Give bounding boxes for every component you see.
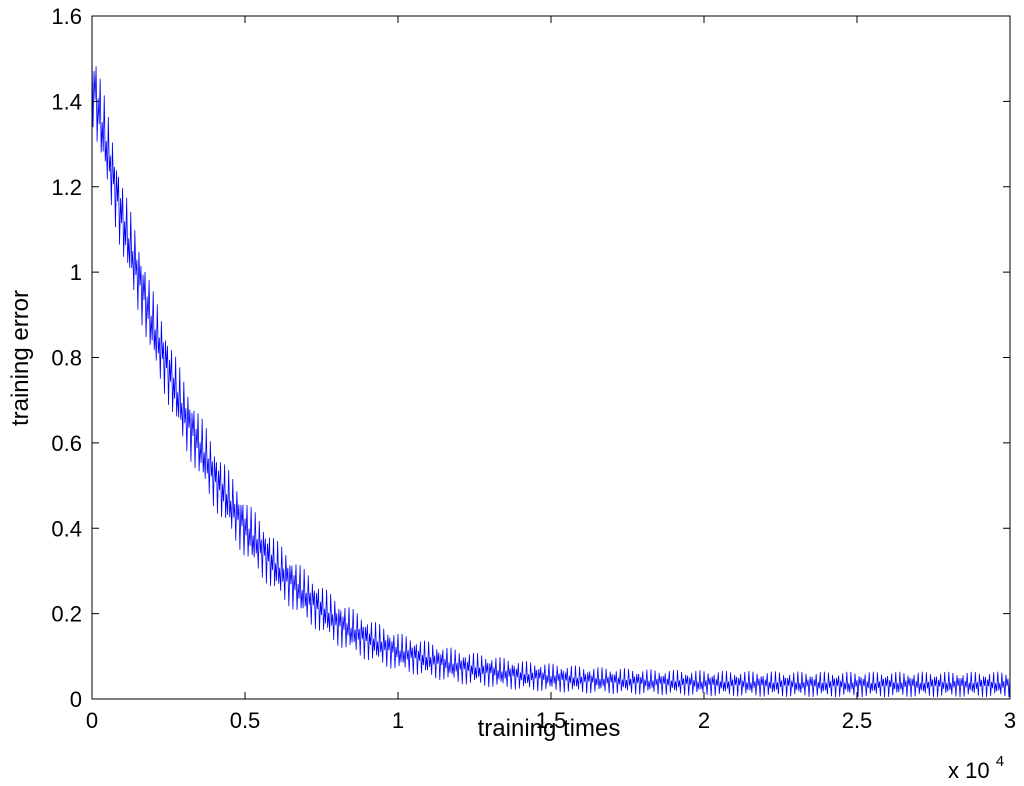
y-tick-label: 0.4 — [51, 516, 82, 541]
y-tick-label: 0.2 — [51, 602, 82, 627]
x-multiplier-exponent: 4 — [996, 753, 1004, 770]
ticks-layer — [91, 15, 1011, 700]
x-tick-label: 0 — [86, 708, 98, 733]
x-tick-label: 1 — [392, 708, 404, 733]
x-multiplier-base: x 10 — [948, 758, 990, 783]
x-tick-label: 0.5 — [230, 708, 261, 733]
y-tick-label: 1 — [70, 260, 82, 285]
x-axis-label: training times — [478, 715, 621, 742]
plot-area — [92, 16, 1010, 699]
training-error-series — [91, 56, 1011, 698]
series-layer — [91, 56, 1011, 698]
y-tick-label: 0.6 — [51, 431, 82, 456]
y-tick-label: 1.2 — [51, 175, 82, 200]
x-tick-label: 2 — [698, 708, 710, 733]
y-tick-label: 0 — [70, 687, 82, 712]
x-tick-label: 3 — [1004, 708, 1016, 733]
x-tick-label: 1.5 — [536, 708, 567, 733]
x-tick-label: 2.5 — [842, 708, 873, 733]
x-multiplier-label: x 10 4 — [948, 753, 1004, 783]
y-tick-label: 1.6 — [51, 4, 82, 29]
y-axis-label: training error — [7, 290, 34, 426]
y-tick-label: 0.8 — [51, 346, 82, 371]
y-tick-label: 1.4 — [51, 89, 82, 114]
tick-labels-layer: 0 0.5 1 1.5 2 2.5 3 0 0.2 0.4 0.6 0.8 1 1.2 1.4 1.6 — [51, 4, 1016, 733]
